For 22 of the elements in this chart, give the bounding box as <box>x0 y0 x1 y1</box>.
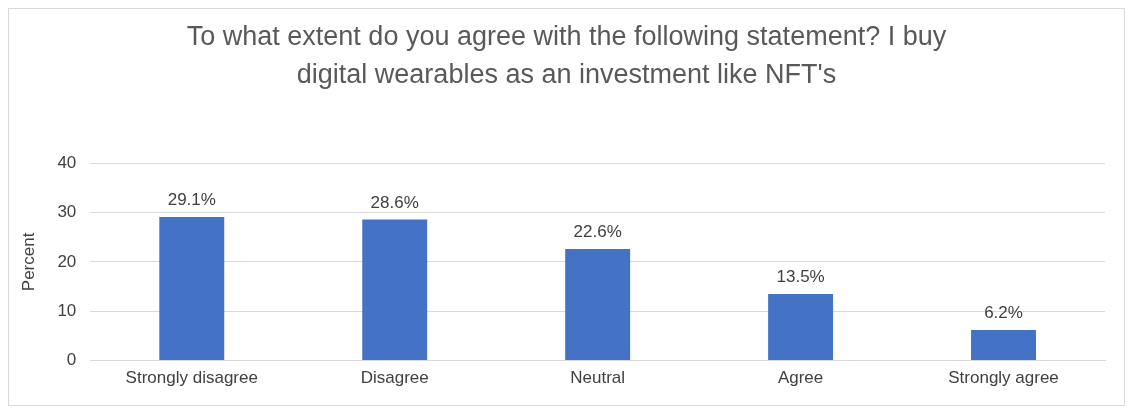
bar <box>159 216 225 361</box>
bar <box>971 330 1036 361</box>
data-label: 29.1% <box>167 190 216 210</box>
x-tick-label: Strongly agree <box>948 368 1059 388</box>
chart-title: To what extent do you agree with the following statement? I buy digital wearables as an investment like NFT's <box>186 20 947 91</box>
y-tick-label: 0 <box>66 350 77 370</box>
x-tick-label: Disagree <box>360 368 429 388</box>
bar <box>768 293 834 361</box>
y-tick-label: 40 <box>57 152 77 172</box>
x-tick-label: Neutral <box>570 368 626 388</box>
bar <box>362 219 428 361</box>
x-tick-label: Strongly disagree <box>125 368 258 388</box>
bar <box>565 249 631 361</box>
data-label: 6.2% <box>984 303 1023 323</box>
data-label: 13.5% <box>776 267 825 287</box>
y-axis-title: Percent <box>18 232 38 292</box>
y-tick-label: 30 <box>57 202 77 222</box>
x-tick-label: Agree <box>777 368 824 388</box>
data-label: 28.6% <box>370 192 419 212</box>
data-label: 22.6% <box>573 222 622 242</box>
y-tick-label: 10 <box>57 300 77 320</box>
y-tick-label: 20 <box>57 251 77 271</box>
